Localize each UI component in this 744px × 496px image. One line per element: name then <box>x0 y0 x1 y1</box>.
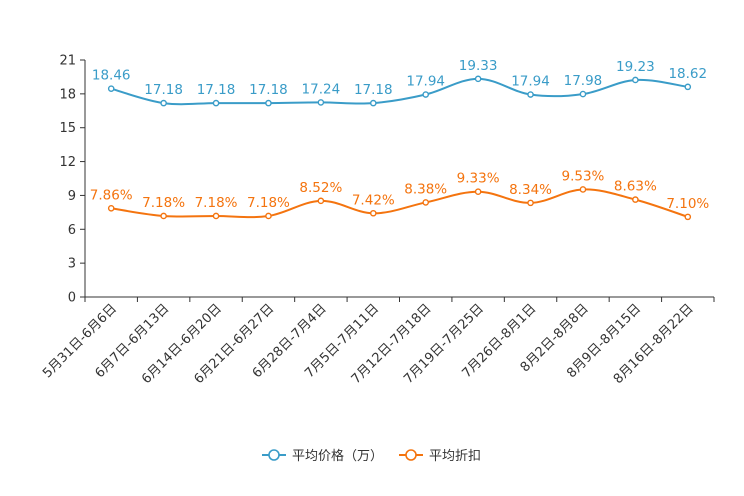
data-label: 17.98 <box>564 73 603 89</box>
y-tick-label: 9 <box>68 189 76 204</box>
y-tick-label: 18 <box>59 87 76 102</box>
y-tick-label: 15 <box>59 121 76 136</box>
data-label: 18.62 <box>668 66 707 82</box>
y-tick-label: 6 <box>68 223 76 238</box>
data-label: 17.18 <box>144 82 183 98</box>
data-point[interactable] <box>422 91 430 98</box>
data-point[interactable] <box>684 213 692 221</box>
legend[interactable]: 平均价格（万） 平均折扣 <box>262 448 481 464</box>
y-tick-label: 12 <box>59 155 76 170</box>
data-label: 8.38% <box>404 181 447 197</box>
data-point[interactable] <box>317 197 325 205</box>
data-point[interactable] <box>579 186 587 193</box>
data-label: 17.18 <box>197 82 236 98</box>
data-point[interactable] <box>265 212 272 220</box>
data-label: 8.63% <box>614 179 657 195</box>
data-label: 7.86% <box>90 187 133 203</box>
data-point[interactable] <box>212 212 220 220</box>
series-avg-price: 18.46 17.18 17.18 17.18 17.24 17.18 17.94 19.33… <box>92 58 707 107</box>
data-point[interactable] <box>160 99 167 107</box>
legend-item-avg-price[interactable]: 平均价格（万） <box>262 448 383 464</box>
data-point[interactable] <box>632 196 639 203</box>
data-point[interactable] <box>317 99 325 106</box>
data-label: 9.33% <box>457 171 500 187</box>
legend-marker-icon <box>268 449 280 461</box>
data-label: 17.94 <box>406 74 445 90</box>
series-layer: 18.46 17.18 17.18 17.18 17.24 17.18 17.94 19.33… <box>90 58 709 221</box>
data-label: 17.18 <box>354 82 393 98</box>
data-label: 17.94 <box>511 74 550 90</box>
legend-item-avg-discount[interactable]: 平均折扣 <box>399 449 481 464</box>
legend-marker-icon <box>405 449 417 461</box>
data-label: 7.18% <box>142 195 185 211</box>
data-label: 19.23 <box>616 59 655 75</box>
data-point[interactable] <box>632 76 639 84</box>
data-label: 8.52% <box>299 180 342 196</box>
data-label: 9.53% <box>562 168 605 184</box>
data-point[interactable] <box>160 212 167 220</box>
data-label: 7.18% <box>247 195 290 211</box>
legend-label: 平均折扣 <box>429 449 481 464</box>
data-point[interactable] <box>369 209 377 217</box>
data-point[interactable] <box>474 188 482 196</box>
y-tick-label: 21 <box>59 54 76 69</box>
data-label: 8.34% <box>509 182 552 198</box>
data-label: 7.42% <box>352 192 395 208</box>
y-tick-label: 0 <box>68 291 76 306</box>
data-point[interactable] <box>212 99 220 107</box>
data-point[interactable] <box>422 199 430 206</box>
data-point[interactable] <box>107 204 115 212</box>
data-label: 7.10% <box>666 196 709 212</box>
legend-label: 平均价格（万） <box>292 448 383 464</box>
data-label: 18.46 <box>92 68 131 84</box>
data-point[interactable] <box>265 99 272 107</box>
data-point[interactable] <box>107 85 115 92</box>
data-point[interactable] <box>369 99 377 107</box>
data-point[interactable] <box>527 199 534 207</box>
data-point[interactable] <box>579 90 587 98</box>
data-label: 7.18% <box>195 195 238 211</box>
data-point[interactable] <box>684 83 692 91</box>
data-label: 17.18 <box>249 82 288 98</box>
data-label: 19.33 <box>459 58 498 74</box>
data-label: 17.24 <box>302 81 341 97</box>
y-tick-label: 3 <box>68 257 76 272</box>
series-avg-discount: 7.86% 7.18% 7.18% 7.18% 8.52% 7.42% 8.38% 9.33%… <box>90 168 709 221</box>
data-point[interactable] <box>527 91 534 98</box>
data-point[interactable] <box>474 75 482 83</box>
series-line <box>110 77 688 106</box>
series-line <box>111 188 689 219</box>
